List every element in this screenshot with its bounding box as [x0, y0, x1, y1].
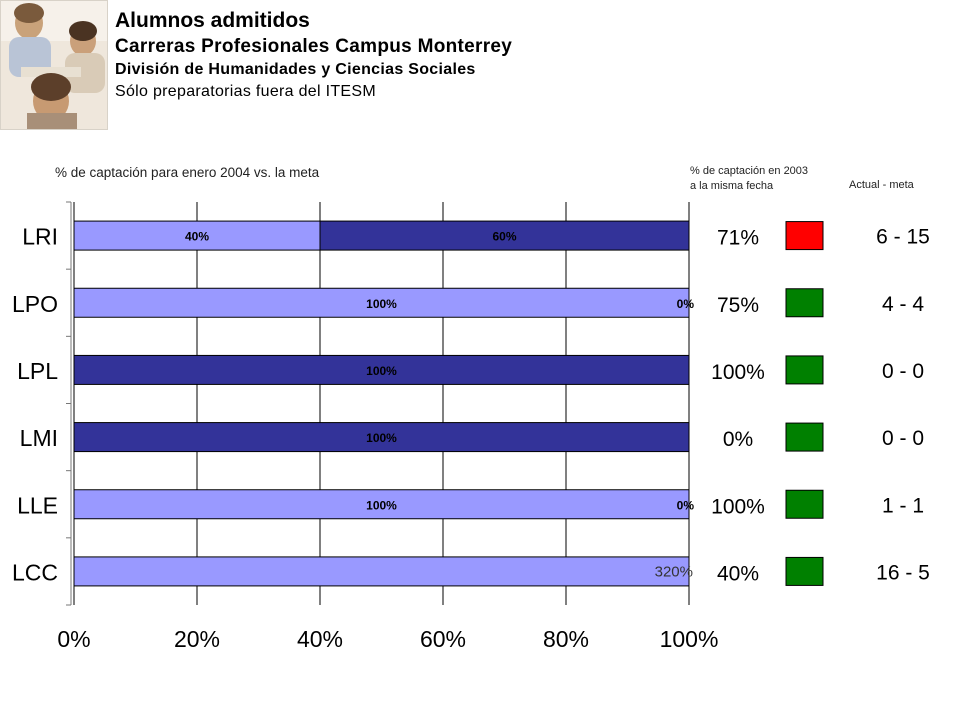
captacion-2003-lmi: 0%	[723, 428, 753, 451]
admissions-chart: 0% 20% 40% 60% 80% 100% LRI 40% 60% 71% 6 - 15 LPO 1…	[12, 201, 930, 652]
captacion-2003-lpo: 75%	[717, 294, 759, 317]
data-label-lpl-s1: 100%	[366, 364, 397, 378]
plot-area	[74, 202, 689, 605]
x-tick-label: 20%	[174, 626, 220, 652]
captacion-2003-header-line2: a la misma fecha	[690, 180, 774, 192]
actual-meta-header: Actual - meta	[849, 179, 914, 191]
captacion-2003-lri: 71%	[717, 227, 759, 250]
x-tick-label: 40%	[297, 626, 343, 652]
status-indicator-lle	[785, 489, 824, 519]
captacion-2003-header-line1: % de captación en 2003	[690, 165, 809, 177]
x-tick-label: 60%	[420, 626, 466, 652]
data-label-lri-s1: 60%	[492, 230, 516, 244]
bar-lpl-s1	[73, 354, 690, 385]
data-label-lpo-s0: 100%	[366, 297, 397, 311]
captacion-2003-lcc: 40%	[717, 562, 759, 585]
status-indicator-lpo	[785, 288, 824, 318]
actual-meta-lri: 6 - 15	[876, 226, 930, 249]
status-indicator-lcc	[785, 556, 824, 586]
header: Alumnos admitidos Carreras Profesionales…	[115, 8, 512, 103]
data-label-lpo-s1: 0%	[677, 297, 695, 311]
status-indicator-lpl	[785, 355, 824, 385]
page-title: Alumnos admitidos	[115, 9, 310, 32]
students-photo	[0, 0, 108, 130]
actual-meta-lmi: 0 - 0	[882, 427, 924, 450]
data-label-lle-s0: 100%	[366, 498, 397, 512]
data-label-lmi-s1: 100%	[366, 431, 397, 445]
category-label-lri: LRI	[22, 224, 58, 250]
status-indicator-lri	[785, 221, 824, 251]
actual-meta-lpo: 4 - 4	[882, 293, 924, 316]
page-subtitle-campus: Carreras Profesionales Campus Monterrey	[115, 36, 513, 57]
status-indicator-lmi	[785, 422, 824, 452]
captacion-2003-header: % de captación en 2003 a la misma fecha	[690, 164, 808, 194]
bar-lpo-s0	[73, 287, 690, 318]
actual-meta-lpl: 0 - 0	[882, 360, 924, 383]
data-label-lri-s0: 40%	[185, 230, 209, 244]
data-label-lle-s1: 0%	[677, 498, 695, 512]
chart-subtitle: % de captación para enero 2004 vs. la me…	[55, 165, 320, 180]
x-tick-label: 0%	[57, 626, 90, 652]
category-label-lle: LLE	[17, 492, 58, 518]
category-label-lpl: LPL	[17, 358, 58, 384]
bar-lle-s0	[73, 489, 690, 520]
bar-lri-s0	[73, 220, 321, 251]
bar-lri-s1	[319, 220, 690, 251]
x-tick-label: 80%	[543, 626, 589, 652]
bar-lcc-s0	[73, 556, 690, 587]
x-tick-label: 100%	[660, 626, 719, 652]
captacion-2003-lpl: 100%	[711, 361, 765, 384]
actual-meta-lcc: 16 - 5	[876, 561, 930, 584]
page-subtitle-division: División de Humanidades y Ciencias Socia…	[115, 61, 476, 78]
captacion-2003-lle: 100%	[711, 495, 765, 518]
page-subtitle-scope: Sólo preparatorias fuera del ITESM	[115, 83, 376, 100]
category-label-lpo: LPO	[12, 291, 58, 317]
bar-lmi-s1	[73, 422, 690, 453]
category-label-lcc: LCC	[12, 559, 58, 585]
category-label-lmi: LMI	[20, 425, 58, 451]
actual-meta-lle: 1 - 1	[882, 494, 924, 517]
data-label-lcc-s0: 320%	[655, 563, 693, 580]
